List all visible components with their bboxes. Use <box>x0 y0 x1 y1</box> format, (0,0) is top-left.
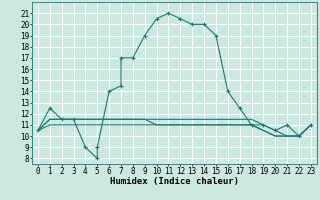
X-axis label: Humidex (Indice chaleur): Humidex (Indice chaleur) <box>110 177 239 186</box>
